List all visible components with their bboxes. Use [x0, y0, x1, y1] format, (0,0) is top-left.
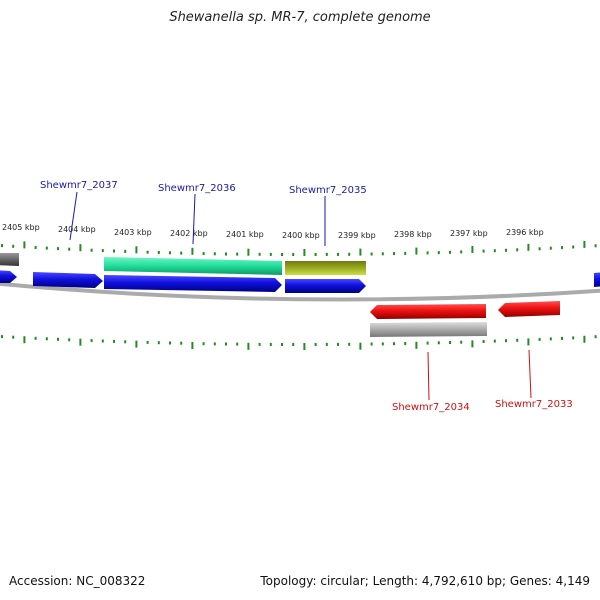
forward-cds-arrow[interactable]: [594, 272, 600, 287]
ruler-label: 2400 kbp: [282, 231, 320, 240]
ruler-label: 2404 kbp: [58, 225, 96, 234]
leader-line: [69, 191, 78, 241]
ruler-labels: 2405 kbp 2404 kbp 2403 kbp 2402 kbp 2401…: [2, 223, 544, 240]
genome-backbone-highlight: [0, 283, 600, 301]
gene-label-forward[interactable]: Shewmr7_2035: [289, 185, 367, 196]
forward-cds-arrow[interactable]: [104, 275, 282, 292]
leader-line: [528, 349, 532, 399]
gene-label-forward[interactable]: Shewmr7_2036: [158, 183, 236, 194]
ruler-label: 2402 kbp: [170, 229, 208, 238]
map-title: Shewanella sp. MR-7, complete genome: [169, 10, 431, 25]
gene-label-reverse[interactable]: Shewmr7_2034: [392, 402, 470, 413]
forward-cds-arrow[interactable]: [285, 279, 366, 293]
gray-feature-left[interactable]: [0, 253, 19, 266]
ruler-ticks-top: [1, 240, 597, 256]
leader-line: [192, 193, 196, 245]
leader-line: [427, 351, 430, 401]
ruler-label: 2397 kbp: [450, 229, 488, 238]
ruler-label: 2401 kbp: [226, 230, 264, 239]
forward-cds-arrow[interactable]: [33, 272, 103, 288]
gene-label-forward[interactable]: Shewmr7_2037: [40, 180, 118, 191]
reverse-cds-arrow[interactable]: [498, 301, 560, 317]
accession-label: Accession: NC_008322: [9, 574, 146, 588]
ruler-label: 2396 kbp: [506, 228, 544, 237]
gray-feature-right[interactable]: [370, 322, 487, 337]
ruler-label: 2405 kbp: [2, 223, 40, 232]
reverse-cds-arrow[interactable]: [370, 304, 486, 319]
genome-summary: Topology: circular; Length: 4,792,610 bp…: [260, 574, 590, 588]
forward-cds-arrow[interactable]: [0, 270, 17, 283]
gene-label-reverse[interactable]: Shewmr7_2033: [495, 399, 573, 410]
ruler-ticks-bottom: [1, 335, 597, 350]
ruler-label: 2399 kbp: [338, 231, 376, 240]
ruler-label: 2403 kbp: [114, 228, 152, 237]
ruler-label: 2398 kbp: [394, 230, 432, 239]
teal-feature[interactable]: [104, 257, 282, 275]
olive-feature[interactable]: [285, 261, 366, 275]
